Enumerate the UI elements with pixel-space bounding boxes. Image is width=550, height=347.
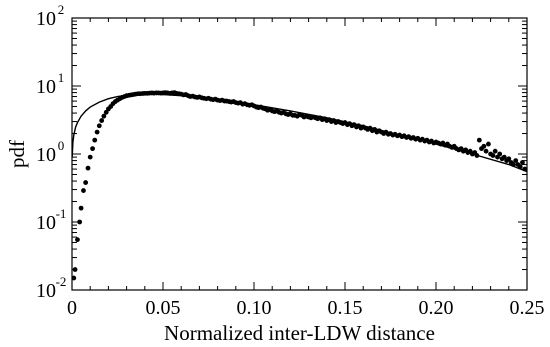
y-tick-exponent: 1 (58, 70, 65, 85)
y-tick-exponent: 0 (58, 138, 65, 153)
data-point (92, 137, 98, 143)
y-tick-label: 10 (36, 280, 56, 302)
data-point (101, 113, 107, 119)
y-tick-label: 10 (36, 8, 56, 30)
x-tick-label: 0 (67, 297, 77, 319)
data-point (96, 123, 102, 129)
x-tick-label: 0.25 (510, 297, 545, 319)
data-point (486, 141, 491, 147)
x-tick-label: 0.20 (419, 297, 454, 319)
data-point (481, 143, 487, 149)
data-point (83, 180, 89, 185)
data-points-layer (71, 90, 528, 281)
data-point (474, 153, 480, 158)
y-tick-exponent: -2 (56, 274, 67, 289)
data-point (483, 148, 489, 154)
data-point (94, 129, 100, 135)
data-point (99, 118, 105, 123)
y-tick-exponent: 2 (58, 2, 65, 17)
data-point (85, 165, 91, 171)
fit-curve-layer (71, 93, 528, 173)
data-point (81, 188, 86, 193)
data-point (87, 154, 93, 160)
x-tick-label: 0.15 (328, 297, 363, 319)
x-tick-label: 0.05 (146, 297, 181, 319)
data-point (497, 151, 503, 157)
data-point (77, 219, 83, 225)
data-point (72, 267, 78, 272)
x-tick-labels: 0 0.05 0.10 0.15 0.20 0.25 (67, 297, 545, 319)
data-point (501, 154, 507, 160)
fit-curve (71, 93, 528, 173)
y-tick-label: 10 (36, 76, 56, 98)
data-point (506, 156, 512, 162)
data-point (492, 148, 498, 154)
data-point (490, 153, 496, 158)
y-tick-exponent: -1 (56, 206, 67, 221)
data-point (476, 137, 482, 143)
y-tick-label: 10 (36, 144, 56, 166)
y-axis-title: pdf (5, 140, 29, 168)
data-point (78, 205, 84, 211)
data-point (520, 160, 525, 165)
data-point (517, 164, 523, 170)
data-point (71, 275, 77, 281)
data-point (90, 146, 95, 152)
axis-ticks (71, 17, 528, 291)
data-point (510, 162, 516, 167)
data-point (513, 158, 519, 163)
data-point (522, 166, 528, 172)
data-point (103, 109, 109, 115)
x-axis-title: Normalized inter-LDW distance (164, 321, 435, 345)
x-tick-label: 0.10 (237, 297, 272, 319)
plot-frame (71, 17, 528, 291)
y-tick-label: 10 (36, 212, 56, 234)
data-point (75, 237, 80, 243)
